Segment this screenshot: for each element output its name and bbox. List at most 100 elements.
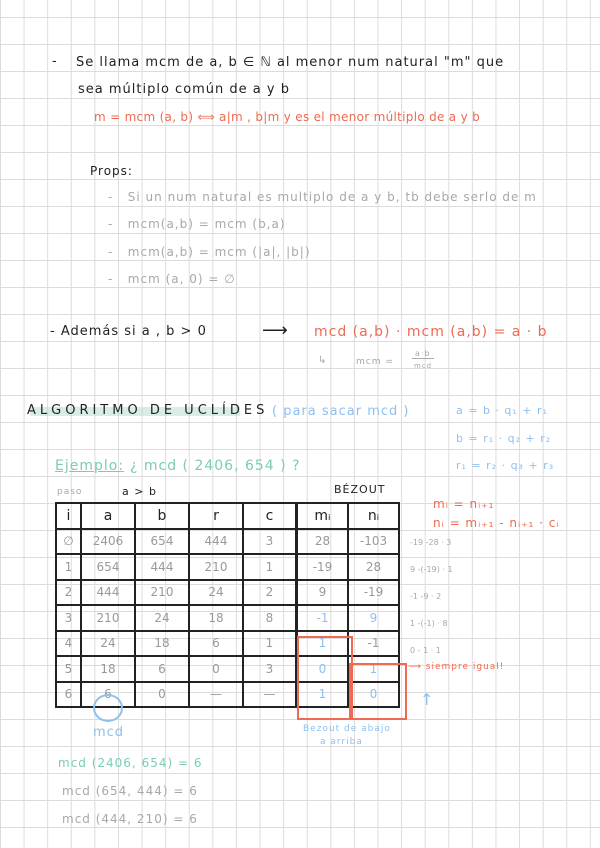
table-cell: 444: [80, 578, 136, 606]
side-calc: -1 -9 · 2: [410, 592, 442, 601]
col-i: i: [55, 502, 82, 530]
table-cell: 210: [188, 553, 244, 581]
bezout-note: a arriba: [320, 737, 363, 747]
table-cell: 0: [188, 655, 244, 683]
ademas-formula: mcd (a,b) · mcm (a,b) = a · b: [314, 324, 548, 340]
equation: a = b · q₁ + r₁: [456, 404, 548, 417]
table-cell: 8: [242, 604, 298, 632]
col-c: c: [242, 502, 298, 530]
col-r: r: [188, 502, 244, 530]
table-cell: 210: [134, 578, 190, 606]
equation: b = r₁ · q₂ + r₂: [456, 432, 552, 445]
bezout-label: BÉZOUT: [334, 483, 386, 496]
table-cell: 0: [134, 680, 190, 708]
highlight-box: [297, 636, 353, 720]
table-cell: 4: [55, 629, 82, 657]
siempre-note: ⟶ siempre igual!: [408, 662, 505, 672]
col-a: a: [80, 502, 136, 530]
table-cell: 9: [295, 578, 349, 606]
ademas-text: - Además si a , b > 0: [50, 324, 207, 339]
col-n: nᵢ: [347, 502, 400, 530]
table-cell: 28: [347, 553, 400, 581]
table-cell: 9: [347, 604, 400, 632]
props-title: Props:: [90, 164, 133, 178]
table-cell: 0: [295, 655, 349, 683]
table-cell: 3: [55, 604, 82, 632]
props-item: - mcm(a,b) = mcm (|a|, |b|): [108, 245, 311, 259]
example-label: Ejemplo:: [55, 458, 125, 474]
table-cell: -19: [347, 578, 400, 606]
table-cell: 2: [242, 578, 298, 606]
euclides-table: i a b r c mᵢ nᵢ ∅ 2406 654 444 3 28 -103 1 654 44…: [55, 502, 400, 708]
table-cell: -103: [347, 527, 400, 555]
definition-line1: Se llama mcm de a, b ∈ ℕ al menor num na…: [76, 55, 505, 70]
table-cell: 210: [80, 604, 136, 632]
side-calc: 0 - 1 · 1: [410, 646, 441, 655]
table-cell: -19: [295, 553, 349, 581]
props-item-text: mcm(a,b) = mcm (|a|, |b|): [127, 245, 311, 259]
side-calc: 1 -(-1) · 8: [410, 619, 448, 628]
table-cell: 2: [55, 578, 82, 606]
title-highlight: [30, 407, 240, 416]
table-cell: 1: [242, 553, 298, 581]
table-cell: 1: [55, 553, 82, 581]
side-calc: -19 -28 · 3: [410, 538, 452, 547]
agb-label: a > b: [122, 485, 157, 498]
props-item-text: Si un num natural es multiplo de a y b, …: [127, 190, 537, 204]
definition-line2: sea múltiplo común de a y b: [78, 82, 290, 97]
euclides-subtitle: ( para sacar mcd ): [272, 404, 410, 419]
col-m: mᵢ: [295, 502, 349, 530]
paso-label: paso: [57, 487, 83, 497]
up-arrow-icon: ↑: [420, 690, 435, 709]
table-cell: 24: [80, 629, 136, 657]
table-cell: 18: [134, 629, 190, 657]
fraction-den: mcd: [414, 362, 433, 370]
mcm-lhs: mcm =: [356, 357, 394, 367]
mcd-circle: [93, 694, 123, 722]
props-item-text: mcm(a,b) = mcm (b,a): [127, 217, 286, 231]
table-row: 6 6 0— —1 0: [55, 680, 400, 708]
table-cell: —: [242, 680, 298, 708]
table-row: ∅ 2406 654 444 3 28 -103: [55, 527, 400, 555]
props-item: - mcm(a,b) = mcm (b,a): [108, 217, 286, 231]
table-cell: 1: [242, 629, 298, 657]
table-cell: 6: [188, 629, 244, 657]
example-question: ¿ mcd ( 2406, 654 ) ?: [130, 458, 301, 474]
props-item-text: mcm (a, 0) = ∅: [127, 272, 236, 286]
definition-formula: m = mcm (a, b) ⟺ a|m , b|m y es el menor…: [94, 110, 481, 124]
table-cell: 18: [80, 655, 136, 683]
table-cell: -1: [295, 604, 349, 632]
table-row: 3 210 24 18 8 -1 9: [55, 604, 400, 632]
table-cell: 24: [134, 604, 190, 632]
table-cell: 3: [242, 527, 298, 555]
props-item: - mcm (a, 0) = ∅: [108, 272, 236, 286]
rule-n: nᵢ = mᵢ₊₁ - nᵢ₊₁ · cᵢ: [433, 516, 560, 530]
rule-m: mᵢ = nᵢ₊₁: [433, 497, 495, 511]
highlight-box: [349, 663, 407, 720]
bullet: -: [52, 54, 58, 69]
table-row: 1 654 444 210 1 -19 28: [55, 553, 400, 581]
table-cell: 28: [295, 527, 349, 555]
fraction-num: a·b: [412, 349, 434, 359]
table-cell: ∅: [55, 527, 82, 555]
bezout-note: Bezout de abajo: [303, 724, 391, 734]
col-b: b: [134, 502, 190, 530]
mcd-label: mcd: [93, 725, 125, 740]
table-cell: 654: [134, 527, 190, 555]
table-cell: 444: [188, 527, 244, 555]
arrow-icon: ⟶: [262, 320, 289, 341]
result-line: mcd (654, 444) = 6: [62, 784, 198, 798]
euclides-title: ALGORITMO DE UCLÍDES: [27, 403, 269, 418]
table-cell: 24: [188, 578, 244, 606]
side-calc: 9 -(-19) · 1: [410, 565, 453, 574]
table-cell: —: [188, 680, 244, 708]
table-cell: 18: [188, 604, 244, 632]
result-line: mcd (444, 210) = 6: [62, 812, 198, 826]
sub-arrow-icon: ↳: [318, 355, 328, 366]
table-cell: 3: [242, 655, 298, 683]
props-item: - Si un num natural es multiplo de a y b…: [108, 190, 537, 204]
table-cell: 6: [134, 655, 190, 683]
table-cell: 6: [55, 680, 82, 708]
table-cell: 444: [134, 553, 190, 581]
table-row: 2 444 210 24 2 9 -19: [55, 578, 400, 606]
